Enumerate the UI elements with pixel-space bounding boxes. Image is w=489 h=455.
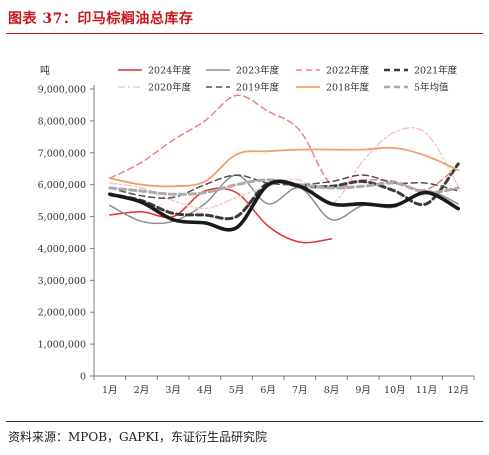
x-tick-label: 7月 [292,385,308,396]
x-tick-label: 3月 [165,385,181,396]
legend-label: 5年均值 [414,82,449,94]
x-tick-label: 9月 [355,385,371,396]
x-tick-label: 1月 [102,385,118,396]
series-line-2022年度 [109,94,459,191]
source-rule [6,421,483,422]
y-tick-label: 2,000,000 [38,308,86,319]
y-tick-label: 3,000,000 [38,276,86,287]
figure-title: 图表 37：印马棕榈油总库存 [8,11,194,27]
y-tick-label: 7,000,000 [38,148,86,159]
title-rule [6,33,483,34]
y-axis-unit-label: 吨 [40,64,50,77]
x-tick-label: 2月 [134,385,150,396]
x-tick-label: 12月 [447,385,469,396]
legend-label: 2022年度 [326,65,370,77]
legend-label: 2023年度 [236,65,280,77]
y-tick-label: 9,000,000 [38,85,86,96]
x-tick-label: 8月 [324,385,340,396]
x-tick-label: 10月 [384,385,406,396]
legend-label: 2018年度 [326,82,370,94]
x-tick-label: 4月 [197,385,213,396]
y-tick-label: 4,000,000 [38,244,86,255]
y-tick-label: 8,000,000 [38,116,86,127]
chart: 吨 0 1,000,000 2,000,000 3,000,000 4,000,000 5,… [38,64,475,396]
y-tick-label: 6,000,000 [38,180,86,191]
legend-label: 2021年度 [414,65,458,77]
y-tick-label: 5,000,000 [38,212,86,223]
legend-label: 2024年度 [148,65,192,77]
series-line-unlabeled [108,179,460,232]
legend-label: 2020年度 [148,82,192,94]
series-line-2021年度 [108,162,460,221]
series-line-2018年度 [108,146,460,188]
x-tick-label: 11月 [416,385,438,396]
y-tick-label: 0 [80,372,86,383]
legend-label: 2019年度 [236,82,280,94]
source-note: 资料来源：MPOB，GAPKI，东证衍生品研究院 [8,430,268,444]
y-tick-label: 1,000,000 [38,340,86,351]
x-tick-label: 5月 [229,385,245,396]
x-tick-label: 6月 [260,385,276,396]
